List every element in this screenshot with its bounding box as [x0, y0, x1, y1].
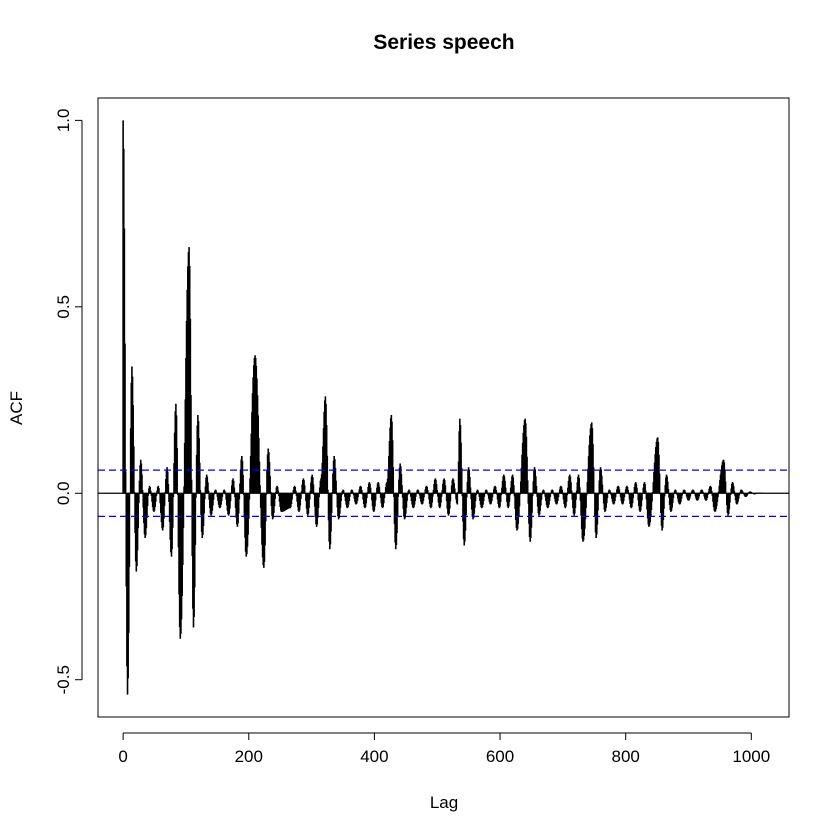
- plot-frame: [97, 97, 790, 718]
- plot-area: [98, 120, 789, 695]
- x-tick-label: 800: [611, 747, 639, 766]
- x-tick-label: 1000: [732, 747, 770, 766]
- x-axis-label: Lag: [430, 793, 458, 812]
- x-tick-label: 0: [118, 747, 127, 766]
- y-tick-label: 0.5: [54, 295, 73, 319]
- acf-bars: [122, 120, 765, 695]
- chart-title: Series speech: [373, 31, 514, 54]
- x-tick-label: 600: [486, 747, 514, 766]
- y-axis-label: ACF: [7, 391, 26, 425]
- y-tick-label: 0.0: [54, 481, 73, 505]
- x-tick-label: 200: [235, 747, 263, 766]
- axes: 0 200 400 600 800 1000 -0.5 0.0 0.5 1.0: [54, 97, 790, 766]
- x-tick-label: 400: [360, 747, 388, 766]
- y-tick-label: -0.5: [54, 665, 73, 694]
- y-tick-label: 1.0: [54, 109, 73, 133]
